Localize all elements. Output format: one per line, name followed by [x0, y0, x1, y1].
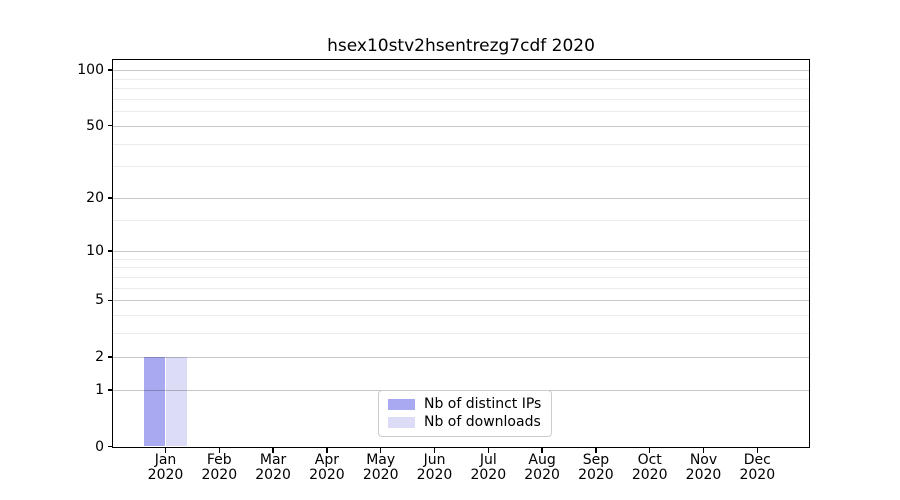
- x-axis-tick: [649, 448, 651, 453]
- legend: Nb of distinct IPs Nb of downloads: [378, 390, 552, 437]
- x-axis-tick-label: Oct 2020: [631, 452, 668, 483]
- y-axis-tick-label: 100: [77, 62, 104, 78]
- minor-gridline: [113, 267, 810, 269]
- y-axis-tick: [107, 299, 113, 301]
- x-axis-tick: [164, 448, 167, 453]
- x-axis-tick-label: May 2020: [362, 452, 399, 483]
- x-axis-tick: [702, 448, 705, 453]
- legend-label-downloads: Nb of downloads: [424, 413, 541, 430]
- x-axis-tick-label: Feb 2020: [201, 452, 238, 483]
- x-axis-tick: [595, 448, 597, 453]
- minor-gridline: [113, 88, 810, 89]
- bar-downloads: [165, 356, 188, 447]
- x-axis-tick: [326, 448, 328, 453]
- minor-gridline: [113, 220, 810, 222]
- x-axis-tick-label: Sep 2020: [578, 452, 614, 483]
- minor-gridline: [113, 111, 810, 113]
- x-axis-tick-label: Dec 2020: [739, 452, 776, 483]
- y-axis-tick: [107, 250, 113, 252]
- x-axis-tick: [541, 448, 543, 453]
- legend-item-downloads: Nb of downloads: [388, 414, 542, 431]
- x-axis-tick-label: Mar 2020: [255, 452, 291, 483]
- minor-gridline: [113, 333, 810, 335]
- minor-gridline: [113, 143, 810, 145]
- x-axis-tick-label: Jun 2020: [416, 452, 453, 483]
- y-axis-tick: [107, 69, 113, 71]
- y-axis-tick: [107, 356, 113, 358]
- x-axis-tick-label: Jul 2020: [470, 452, 507, 483]
- minor-gridline: [113, 166, 810, 168]
- chart-title: hsex10stv2hsentrezg7cdf 2020: [327, 36, 595, 56]
- legend-item-distinct-ips: Nb of distinct IPs: [388, 396, 542, 413]
- major-gridline: [113, 300, 810, 302]
- minor-gridline: [113, 287, 810, 289]
- y-axis-tick-label: 2: [95, 348, 104, 365]
- x-axis-tick: [218, 448, 220, 453]
- y-axis-tick: [107, 125, 113, 127]
- legend-swatch-distinct-ips-icon: [388, 399, 415, 411]
- major-gridline: [113, 250, 810, 252]
- y-axis-tick-label: 5: [95, 292, 104, 309]
- major-gridline: [113, 198, 810, 200]
- minor-gridline: [113, 258, 810, 260]
- legend-label-distinct-ips: Nb of distinct IPs: [424, 396, 542, 413]
- x-axis-tick-label: Apr 2020: [309, 452, 345, 483]
- minor-gridline: [113, 276, 810, 278]
- minor-gridline: [113, 315, 810, 317]
- y-axis-tick-label: 1: [95, 382, 104, 398]
- bar-distinct-ips: [143, 356, 166, 447]
- major-gridline: [113, 70, 810, 71]
- x-axis-tick: [433, 448, 436, 453]
- y-axis-tick-label: 10: [86, 242, 104, 259]
- x-axis-tick: [272, 448, 274, 453]
- x-axis-tick-label: Jan 2020: [147, 452, 184, 483]
- x-axis-tick-label: Nov 2020: [685, 452, 722, 483]
- legend-swatch-downloads-icon: [388, 416, 415, 428]
- y-axis-tick-label: 50: [86, 117, 104, 134]
- y-axis-tick-label: 0: [95, 438, 104, 455]
- y-axis-tick: [107, 445, 113, 448]
- y-axis-tick-label: 20: [86, 190, 104, 207]
- minor-gridline: [113, 78, 810, 80]
- x-axis-tick: [487, 448, 489, 453]
- y-axis-tick: [107, 197, 113, 199]
- minor-gridline: [113, 98, 810, 100]
- major-gridline: [113, 356, 810, 358]
- major-gridline: [113, 125, 810, 127]
- x-axis-tick-label: Aug 2020: [524, 452, 560, 483]
- x-axis-tick: [756, 448, 758, 453]
- x-axis-tick: [380, 448, 382, 453]
- y-axis-tick: [107, 389, 113, 391]
